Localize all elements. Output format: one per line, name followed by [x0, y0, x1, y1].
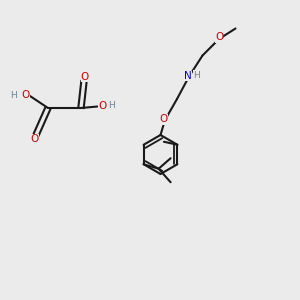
Text: O: O — [215, 32, 223, 43]
Text: H: H — [193, 70, 200, 80]
Text: O: O — [81, 72, 89, 82]
Text: N: N — [184, 71, 192, 81]
Text: H: H — [109, 101, 115, 110]
Text: O: O — [98, 100, 106, 111]
Text: O: O — [30, 134, 39, 144]
Text: O: O — [21, 90, 30, 100]
Text: H: H — [10, 91, 17, 100]
Text: O: O — [160, 114, 168, 124]
